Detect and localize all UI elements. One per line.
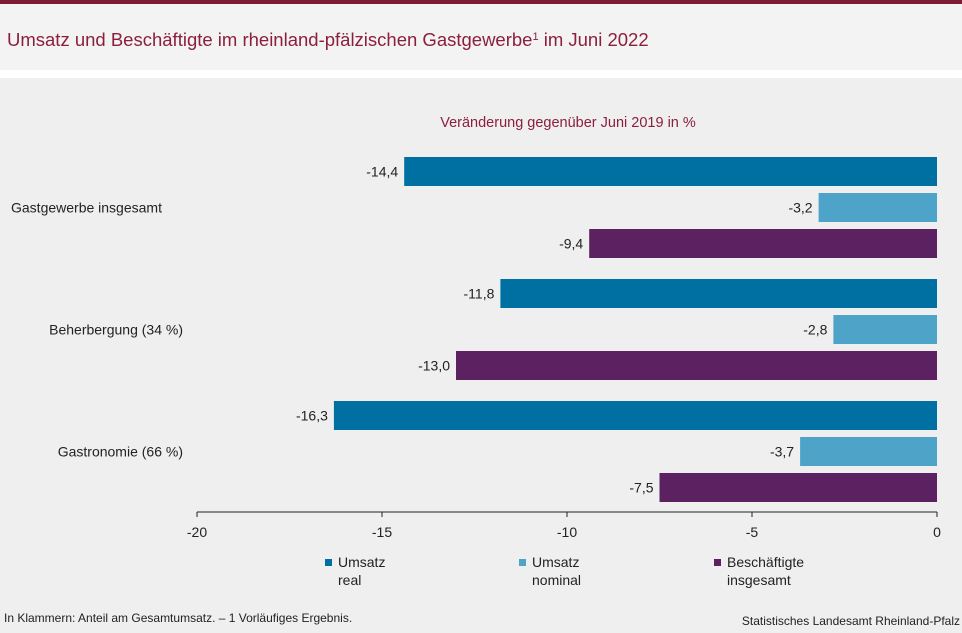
bar-1-1 xyxy=(404,157,937,186)
legend-swatch xyxy=(519,559,526,566)
x-tick-label: 0 xyxy=(933,524,941,540)
category-label: Beherbergung (34 %) xyxy=(49,322,183,338)
x-tick-label: -15 xyxy=(372,524,392,540)
source-credit: Statistisches Landesamt Rheinland-Pfalz xyxy=(741,614,960,628)
header-separator xyxy=(0,70,962,78)
data-label: -7,5 xyxy=(629,480,653,496)
x-tick-label: -10 xyxy=(557,524,577,540)
category-label: Gastronomie (66 %) xyxy=(58,444,183,460)
bar-chart: Veränderung gegenüber Juni 2019 in % -14… xyxy=(11,115,941,540)
x-tick-label: -5 xyxy=(746,524,759,540)
top-accent-bar xyxy=(0,0,962,4)
legend-label: Umsatz real xyxy=(338,554,386,588)
legend-label: Umsatz nominal xyxy=(532,554,582,588)
legend-swatch xyxy=(714,559,721,566)
header: Umsatz und Beschäftigte im rheinland-pfä… xyxy=(0,4,962,70)
bar-1-2 xyxy=(818,193,937,222)
bar-3-2 xyxy=(800,437,937,466)
data-label: -16,3 xyxy=(296,408,328,424)
x-tick-label: -20 xyxy=(187,524,207,540)
data-label: -11,8 xyxy=(464,286,495,302)
bar-1-3 xyxy=(589,229,937,258)
bar-2-3 xyxy=(456,351,937,380)
bar-3-3 xyxy=(659,473,937,502)
data-label: -3,7 xyxy=(770,444,794,460)
title-footnote-marker: 1 xyxy=(532,31,539,43)
data-label: -13,0 xyxy=(418,358,450,374)
page-title: Umsatz und Beschäftigte im rheinland-pfä… xyxy=(7,29,649,50)
bar-3-1 xyxy=(333,401,937,430)
data-label: -2,8 xyxy=(803,322,827,338)
data-label: -9,4 xyxy=(559,236,583,252)
bar-2-1 xyxy=(500,279,937,308)
legend-swatch xyxy=(325,559,332,566)
category-label: Gastgewerbe insgesamt xyxy=(11,200,162,216)
bar-2-2 xyxy=(833,315,937,344)
legend-label: Beschäftigte insgesamt xyxy=(727,554,805,588)
chart-title: Veränderung gegenüber Juni 2019 in % xyxy=(440,115,696,131)
data-label: -3,2 xyxy=(788,200,812,216)
footnote: In Klammern: Anteil am Gesamtumsatz. – 1… xyxy=(4,611,353,625)
data-label: -14,4 xyxy=(366,164,398,180)
